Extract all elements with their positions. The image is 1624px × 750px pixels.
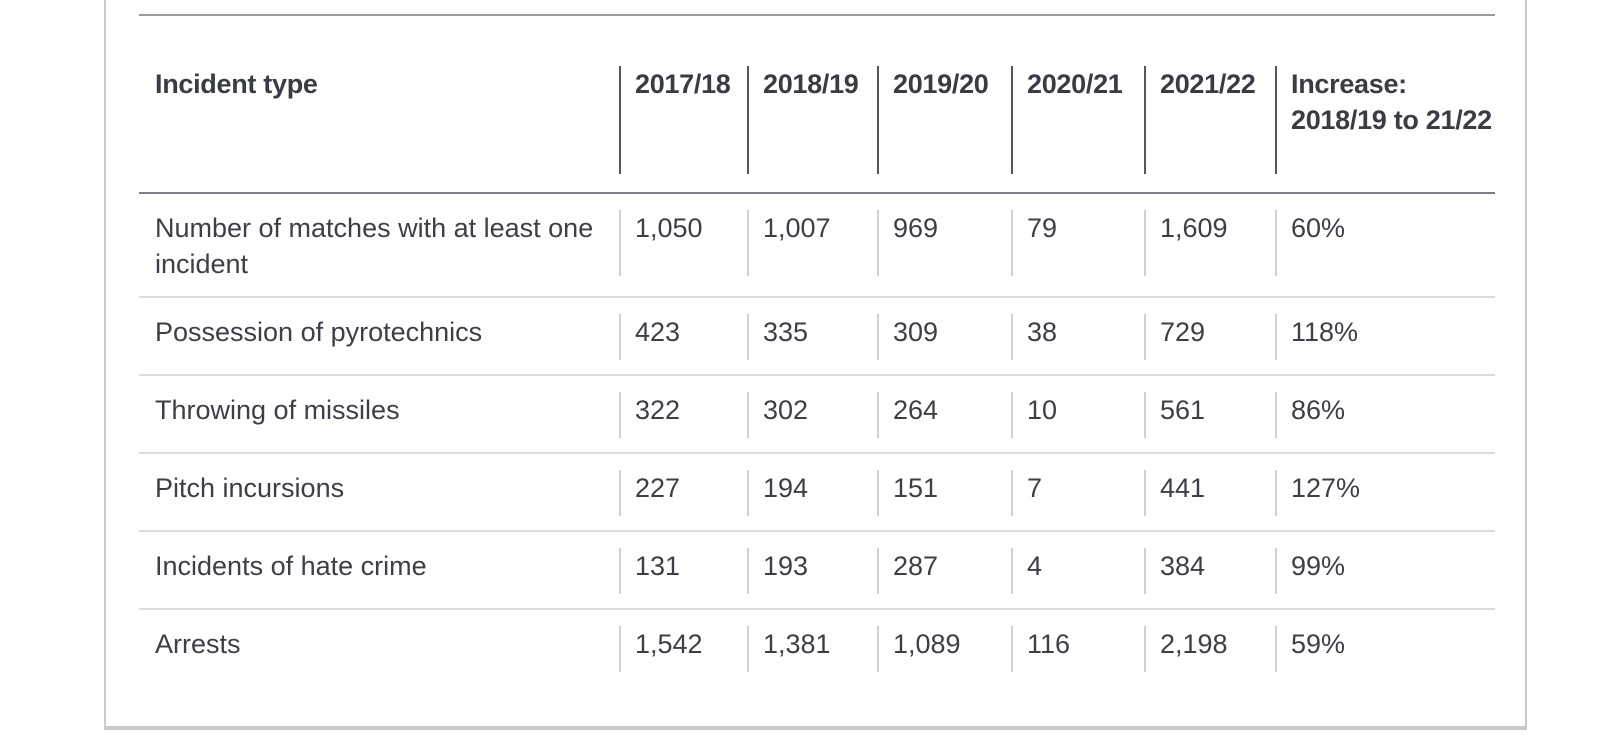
column-header: 2020/21 xyxy=(1011,15,1144,193)
incident-table: Incident type 2017/18 2018/19 2019/20 20… xyxy=(139,14,1495,686)
row-label: Incidents of hate crime xyxy=(155,551,427,581)
table-row: Arrests 1,542 1,381 1,089 116 2,198 59% xyxy=(139,609,1495,686)
table-cell: 1,007 xyxy=(747,193,877,297)
table-cell: 287 xyxy=(877,531,1011,609)
table-cell: 60% xyxy=(1275,193,1495,297)
table-cell: 99% xyxy=(1275,531,1495,609)
table-cell: 335 xyxy=(747,297,877,375)
table-cell: 441 xyxy=(1144,453,1275,531)
column-header: 2018/19 xyxy=(747,15,877,193)
row-label: Number of matches with at least one inci… xyxy=(155,213,594,279)
incident-table-container: Incident type 2017/18 2018/19 2019/20 20… xyxy=(139,14,1495,686)
table-cell: 729 xyxy=(1144,297,1275,375)
table-cell: 561 xyxy=(1144,375,1275,453)
table-cell: 423 xyxy=(619,297,747,375)
table-cell: 116 xyxy=(1011,609,1144,686)
table-cell: 193 xyxy=(747,531,877,609)
column-header: 2021/22 xyxy=(1144,15,1275,193)
table-frame xyxy=(104,0,1527,728)
table-cell: 127% xyxy=(1275,453,1495,531)
table-cell: 1,381 xyxy=(747,609,877,686)
table-row: Number of matches with at least one inci… xyxy=(139,193,1495,297)
column-header: 2017/18 xyxy=(619,15,747,193)
row-label: Possession of pyrotechnics xyxy=(155,317,483,347)
table-cell: 38 xyxy=(1011,297,1144,375)
table-row: Incidents of hate crime 131 193 287 4 38… xyxy=(139,531,1495,609)
row-label: Throwing of missiles xyxy=(155,395,400,425)
table-cell: 131 xyxy=(619,531,747,609)
table-cell: 86% xyxy=(1275,375,1495,453)
table-header-row: Incident type 2017/18 2018/19 2019/20 20… xyxy=(139,15,1495,193)
table-cell: 151 xyxy=(877,453,1011,531)
table-cell: 1,089 xyxy=(877,609,1011,686)
row-label: Arrests xyxy=(155,629,241,659)
row-label: Pitch incursions xyxy=(155,473,345,503)
table-row: Pitch incursions 227 194 151 7 441 127% xyxy=(139,453,1495,531)
table-cell: 1,542 xyxy=(619,609,747,686)
table-row: Throwing of missiles 322 302 264 10 561 … xyxy=(139,375,1495,453)
table-cell: 302 xyxy=(747,375,877,453)
table-cell: 384 xyxy=(1144,531,1275,609)
table-cell: 322 xyxy=(619,375,747,453)
table-cell: 59% xyxy=(1275,609,1495,686)
table-cell: 118% xyxy=(1275,297,1495,375)
table-cell: 4 xyxy=(1011,531,1144,609)
table-cell: 969 xyxy=(877,193,1011,297)
table-cell: 10 xyxy=(1011,375,1144,453)
table-cell: 7 xyxy=(1011,453,1144,531)
column-header: Incident type xyxy=(155,69,318,99)
table-row: Possession of pyrotechnics 423 335 309 3… xyxy=(139,297,1495,375)
column-header: Increase: 2018/19 to 21/22 xyxy=(1275,15,1495,193)
table-cell: 309 xyxy=(877,297,1011,375)
table-cell: 79 xyxy=(1011,193,1144,297)
table-cell: 2,198 xyxy=(1144,609,1275,686)
table-cell: 1,609 xyxy=(1144,193,1275,297)
table-cell: 227 xyxy=(619,453,747,531)
table-cell: 264 xyxy=(877,375,1011,453)
column-header: 2019/20 xyxy=(877,15,1011,193)
frame-bottom-border xyxy=(104,728,1527,730)
table-cell: 1,050 xyxy=(619,193,747,297)
table-cell: 194 xyxy=(747,453,877,531)
